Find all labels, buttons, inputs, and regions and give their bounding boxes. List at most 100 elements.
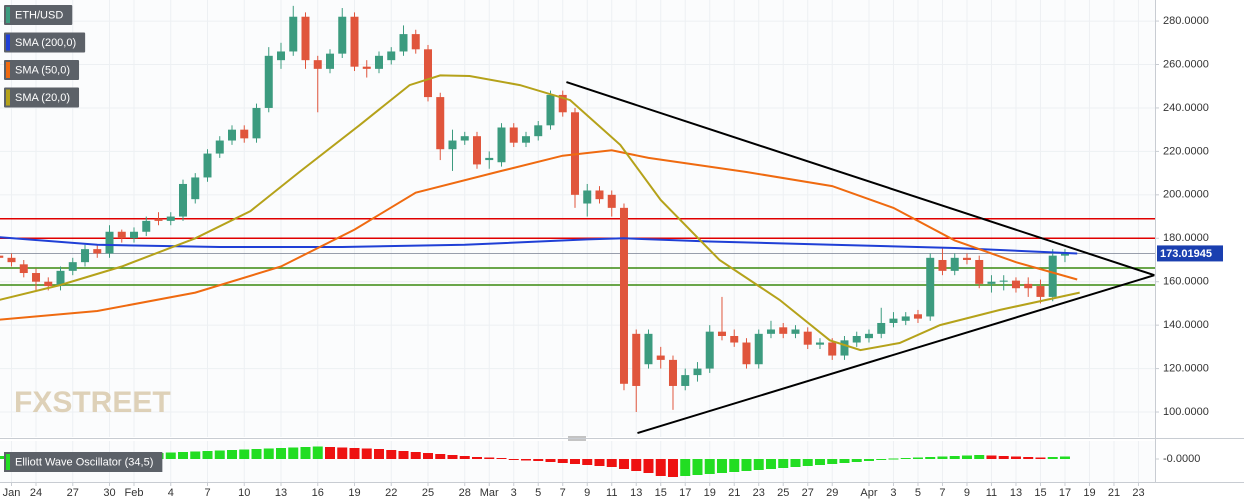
candle-body bbox=[19, 264, 28, 274]
oscillator-bar bbox=[900, 458, 911, 459]
oscillator-bar bbox=[680, 459, 691, 476]
candle-body bbox=[962, 257, 971, 260]
candle-body bbox=[742, 342, 751, 365]
oscillator-bar bbox=[1047, 457, 1058, 459]
x-tick-label: 11 bbox=[606, 487, 617, 499]
candle-body bbox=[313, 60, 322, 69]
oscillator-bar bbox=[263, 448, 274, 459]
candle-body bbox=[460, 136, 469, 141]
oscillator-bar bbox=[655, 459, 666, 476]
x-tick-label: 17 bbox=[1059, 487, 1071, 499]
oscillator-bar bbox=[839, 459, 850, 463]
x-tick-label: 28 bbox=[459, 487, 471, 499]
oscillator-bar bbox=[300, 447, 311, 459]
oscillator-bar bbox=[533, 459, 544, 461]
oscillator-bar bbox=[643, 459, 654, 473]
sma-line bbox=[0, 236, 1078, 255]
x-tick-label: 24 bbox=[30, 487, 42, 499]
oscillator-bar bbox=[361, 448, 372, 459]
candle-body bbox=[350, 16, 359, 67]
candle-body bbox=[1036, 286, 1045, 297]
oscillator-bar bbox=[349, 448, 360, 459]
oscillator-bar bbox=[1035, 457, 1046, 459]
candle-body bbox=[901, 316, 910, 321]
candle-body bbox=[583, 190, 592, 204]
candle-body bbox=[44, 281, 53, 287]
candle-body bbox=[387, 51, 396, 61]
oscillator-bar bbox=[422, 453, 433, 459]
oscillator-bar bbox=[876, 459, 887, 460]
oscillator-bar bbox=[851, 459, 862, 462]
legend-swatch bbox=[6, 34, 10, 51]
y-tick-label: 280.0000 bbox=[1163, 15, 1209, 27]
candle-body bbox=[656, 355, 665, 360]
candle-body bbox=[840, 340, 849, 356]
oscillator-bar bbox=[178, 452, 189, 459]
candle-body bbox=[607, 194, 616, 208]
candle-body bbox=[252, 107, 261, 139]
candle-body bbox=[1011, 280, 1020, 289]
x-tick-label: 23 bbox=[1132, 487, 1144, 499]
y-tick-label: 120.0000 bbox=[1163, 362, 1209, 374]
candle-body bbox=[497, 127, 506, 163]
x-tick-label: 27 bbox=[67, 487, 79, 499]
y-tick-label: 240.0000 bbox=[1163, 102, 1209, 114]
oscillator-bar bbox=[1023, 457, 1034, 459]
x-tick-label: 3 bbox=[511, 487, 517, 499]
x-tick-label: 7 bbox=[560, 487, 566, 499]
candle-body bbox=[362, 66, 371, 69]
oscillator-bar bbox=[288, 447, 299, 459]
candle-body bbox=[619, 207, 628, 384]
x-tick-label: 27 bbox=[802, 487, 814, 499]
candle-body bbox=[730, 336, 739, 343]
last-price-box bbox=[1157, 245, 1223, 262]
candle-body bbox=[301, 16, 310, 61]
x-tick-label: 21 bbox=[728, 487, 740, 499]
oscillator-bar bbox=[814, 459, 825, 465]
candle-body bbox=[448, 140, 457, 150]
candle-body bbox=[705, 331, 714, 369]
legend-box bbox=[4, 452, 163, 472]
candle-body bbox=[534, 125, 543, 137]
legend-swatch bbox=[6, 454, 10, 470]
candle-body bbox=[717, 331, 726, 337]
oscillator-bar bbox=[386, 450, 397, 459]
legend-swatch bbox=[6, 7, 10, 23]
oscillator-bar bbox=[741, 459, 752, 471]
x-tick-label: 16 bbox=[312, 487, 324, 499]
oscillator-bar bbox=[937, 456, 948, 459]
legend-label: ETH/USD bbox=[15, 9, 63, 21]
oscillator-bar bbox=[312, 446, 323, 459]
candle-body bbox=[154, 218, 163, 221]
x-tick-label: Apr bbox=[860, 487, 877, 499]
y-tick-label: 180.0000 bbox=[1163, 232, 1209, 244]
x-tick-label: 25 bbox=[422, 487, 434, 499]
candle-body bbox=[166, 216, 175, 221]
candle-body bbox=[264, 55, 273, 108]
axes: 100.0000 120.0000 140.0000 160.0000 180.0000… bbox=[3, 15, 1223, 499]
candle-body bbox=[864, 333, 873, 339]
legend-label: SMA (50,0) bbox=[15, 64, 70, 76]
x-tick-label: 19 bbox=[348, 487, 360, 499]
resize-grip[interactable] bbox=[568, 436, 586, 441]
candle-body bbox=[509, 127, 518, 143]
x-tick-label: 15 bbox=[1034, 487, 1046, 499]
x-tick-label: 4 bbox=[168, 487, 174, 499]
oscillator-bar bbox=[998, 456, 1009, 459]
y-tick-label: 100.0000 bbox=[1163, 406, 1209, 418]
oscillator-bar bbox=[961, 455, 972, 459]
oscillator-bar bbox=[631, 459, 642, 471]
legend-swatch bbox=[6, 89, 10, 106]
oscillator-bar bbox=[594, 459, 605, 466]
sma-line bbox=[0, 74, 1080, 352]
x-tick-label: 19 bbox=[1083, 487, 1095, 499]
candle-body bbox=[326, 53, 334, 69]
x-tick-label: Jan bbox=[3, 487, 21, 499]
watermark: FXSTREET bbox=[14, 386, 171, 419]
candle-body bbox=[399, 34, 408, 52]
oscillator-bar bbox=[912, 457, 923, 459]
oscillator-bar bbox=[508, 459, 519, 460]
oscillator-bar bbox=[765, 459, 776, 469]
candle-body bbox=[681, 375, 690, 386]
x-tick-label: 17 bbox=[679, 487, 691, 499]
